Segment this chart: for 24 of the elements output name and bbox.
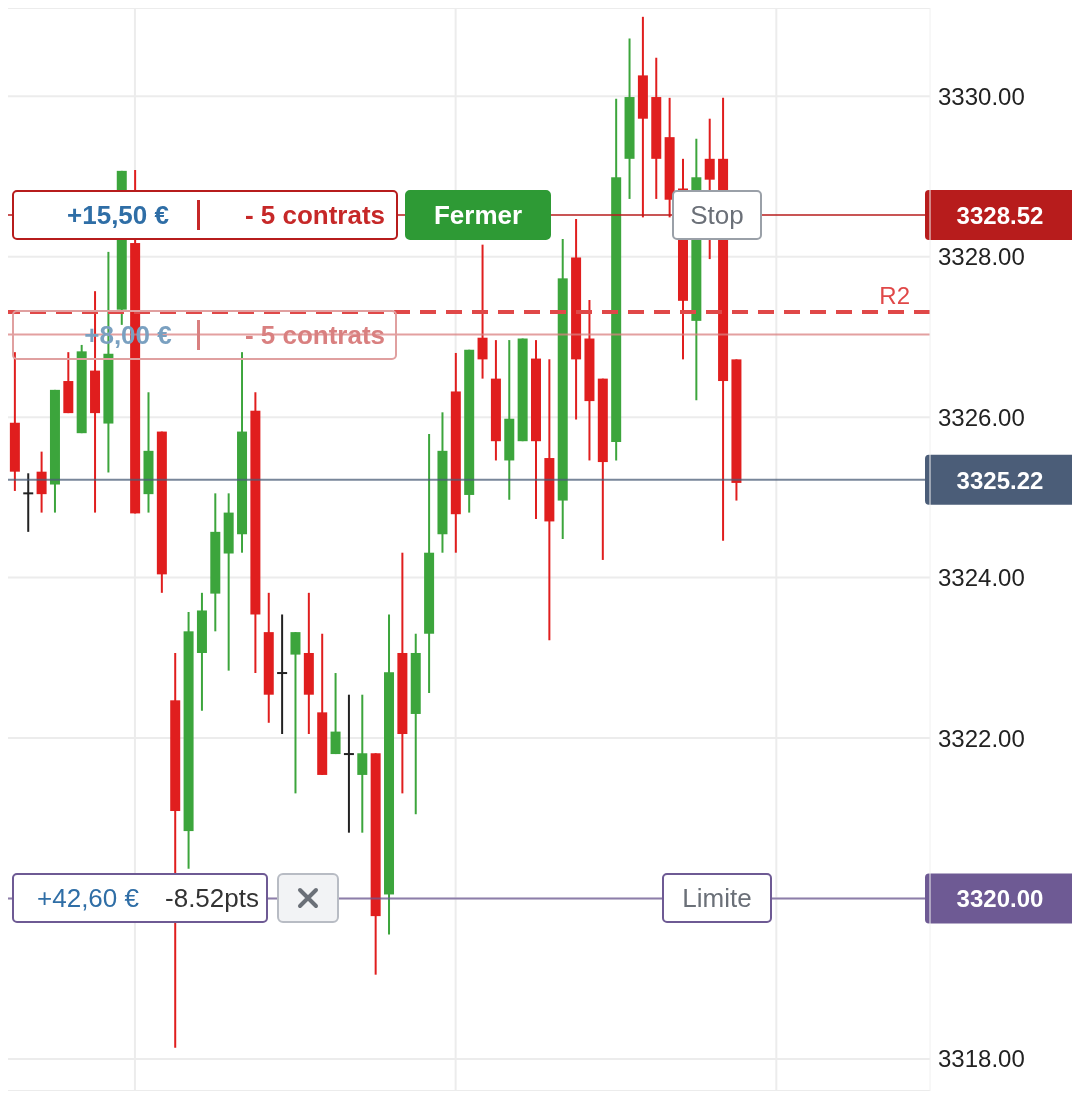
- y-tick-label: 3328.00: [938, 243, 1025, 271]
- candlestick: [290, 631, 301, 795]
- annotation: Fermer: [433, 199, 523, 230]
- y-tick-label: 3330.00: [938, 82, 1025, 110]
- annotation: -8.52pts: [165, 883, 259, 914]
- y-tick-label: 3322.00: [938, 724, 1025, 752]
- candlestick: [342, 693, 355, 834]
- y-tick-label: 3324.00: [938, 564, 1025, 592]
- candlestick: [357, 693, 368, 834]
- candlestick: [276, 613, 289, 736]
- annotation: Stop: [689, 199, 745, 230]
- candlestick: [330, 672, 341, 756]
- ref-line-label: 3328.52: [956, 201, 1044, 229]
- annotation: - 5 contrats: [243, 199, 387, 230]
- annotation: Limite: [681, 883, 753, 914]
- ref-line-label: 3325.22: [956, 466, 1044, 494]
- candlestick: [477, 243, 488, 380]
- ref-line-label: R2: [879, 282, 910, 310]
- annotation: +42,60 €: [37, 883, 139, 914]
- annotation: +15,50 €: [66, 199, 170, 230]
- ref-line-label: 3320.00: [956, 885, 1044, 913]
- y-tick-label: 3318.00: [938, 1045, 1025, 1073]
- candlestick: [22, 472, 35, 533]
- y-tick-label: 3326.00: [938, 403, 1025, 431]
